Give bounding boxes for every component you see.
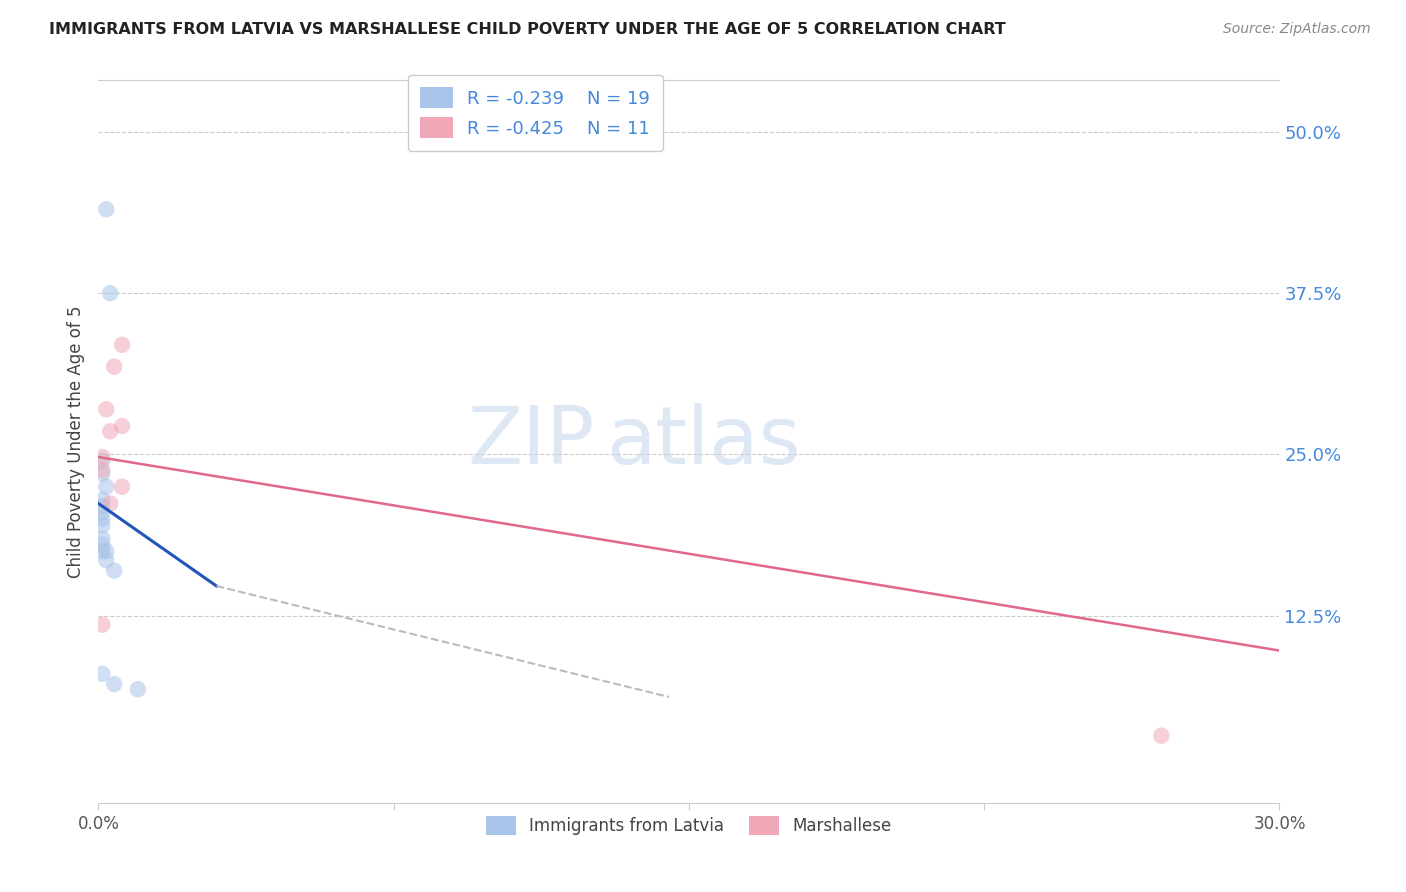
Point: [91, 617, 114, 632]
Point: [96, 402, 118, 417]
Point: [91, 544, 114, 558]
Point: [111, 338, 134, 352]
Point: [103, 564, 125, 578]
Point: [111, 419, 134, 434]
Point: [96, 544, 118, 558]
Point: [96, 553, 118, 567]
Point: [98, 424, 121, 438]
Point: [91, 531, 114, 545]
Point: [91, 499, 114, 513]
Point: [103, 677, 125, 691]
Text: ZIP: ZIP: [467, 402, 595, 481]
Text: Source: ZipAtlas.com: Source: ZipAtlas.com: [1223, 22, 1371, 37]
Point: [91, 450, 114, 464]
Legend: Immigrants from Latvia, Marshallese: Immigrants from Latvia, Marshallese: [479, 809, 898, 841]
Text: IMMIGRANTS FROM LATVIA VS MARSHALLESE CHILD POVERTY UNDER THE AGE OF 5 CORRELATI: IMMIGRANTS FROM LATVIA VS MARSHALLESE CH…: [49, 22, 1005, 37]
Point: [103, 359, 125, 374]
Y-axis label: Child Poverty Under the Age of 5: Child Poverty Under the Age of 5: [66, 305, 84, 578]
Point: [91, 666, 114, 681]
Point: [91, 463, 114, 477]
Point: [91, 454, 114, 468]
Point: [111, 480, 134, 494]
Point: [91, 492, 114, 507]
Point: [1150, 729, 1173, 743]
Point: [91, 467, 114, 481]
Point: [91, 518, 114, 533]
Point: [96, 202, 118, 217]
Point: [127, 682, 149, 697]
Text: atlas: atlas: [606, 402, 800, 481]
Point: [91, 506, 114, 520]
Point: [96, 480, 118, 494]
Point: [91, 538, 114, 552]
Point: [98, 286, 121, 301]
Point: [98, 496, 121, 510]
Point: [91, 512, 114, 526]
